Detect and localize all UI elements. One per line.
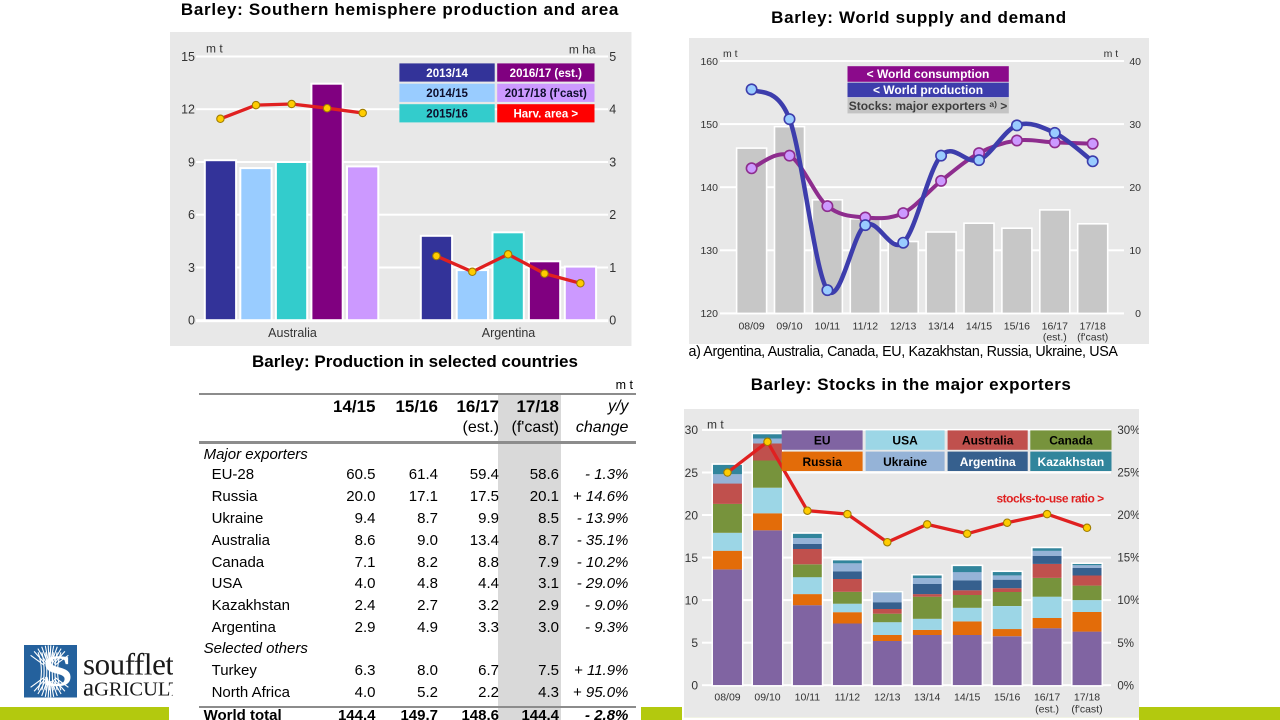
svg-text:Russia: Russia (803, 455, 843, 469)
svg-text:30: 30 (685, 423, 699, 437)
svg-text:130: 130 (700, 245, 718, 257)
svg-text:< World consumption: < World consumption (867, 67, 990, 81)
svg-text:10/11: 10/11 (815, 321, 841, 333)
svg-text:5: 5 (609, 50, 616, 64)
svg-text:10%: 10% (1117, 595, 1139, 607)
svg-text:16/17: 16/17 (1034, 692, 1060, 704)
svg-text:150: 150 (700, 119, 718, 131)
svg-text:9: 9 (188, 155, 195, 169)
svg-text:2014/15: 2014/15 (426, 88, 468, 100)
svg-text:40: 40 (1129, 56, 1141, 68)
svg-text:stocks-to-use ratio >: stocks-to-use ratio > (996, 491, 1104, 505)
svg-text:Argentina: Argentina (482, 326, 536, 340)
svg-text:(est.): (est.) (1035, 704, 1059, 716)
svg-text:S: S (42, 647, 73, 696)
svg-text:14/15: 14/15 (966, 321, 992, 333)
svg-text:10: 10 (685, 593, 699, 607)
svg-text:m t: m t (723, 48, 738, 60)
svg-text:2016/17 (est.): 2016/17 (est.) (510, 68, 582, 80)
svg-text:m t: m t (1104, 48, 1119, 60)
svg-text:09/10: 09/10 (776, 321, 802, 333)
svg-text:m ha: m ha (569, 43, 596, 57)
svg-text:Ukraine: Ukraine (883, 455, 927, 469)
svg-text:< World production: < World production (873, 83, 983, 97)
svg-text:2015/16: 2015/16 (426, 109, 468, 121)
svg-text:Australia: Australia (268, 326, 317, 340)
svg-text:11/12: 11/12 (853, 321, 879, 333)
svg-text:Argentina: Argentina (960, 455, 1016, 469)
svg-text:08/09: 08/09 (714, 692, 740, 704)
svg-text:30: 30 (1129, 119, 1141, 131)
svg-text:20: 20 (1129, 182, 1141, 194)
svg-text:5: 5 (691, 636, 698, 650)
svg-text:USA: USA (892, 434, 918, 448)
svg-text:120: 120 (700, 308, 718, 320)
svg-text:20: 20 (685, 508, 699, 522)
svg-text:(f'cast): (f'cast) (1071, 704, 1102, 716)
svg-text:Canada: Canada (1049, 434, 1093, 448)
svg-text:17/18: 17/18 (1080, 321, 1106, 333)
svg-text:15/16: 15/16 (994, 692, 1020, 704)
svg-text:08/09: 08/09 (738, 321, 764, 333)
svg-text:12: 12 (181, 103, 195, 117)
svg-text:16/17: 16/17 (1042, 321, 1068, 333)
svg-text:30%: 30% (1117, 425, 1139, 437)
svg-text:4: 4 (609, 103, 616, 117)
svg-text:m t: m t (707, 417, 724, 431)
svg-text:EU: EU (814, 434, 831, 448)
svg-text:0: 0 (1135, 308, 1141, 320)
svg-text:2: 2 (609, 208, 616, 222)
svg-text:15: 15 (685, 551, 699, 565)
svg-text:6: 6 (188, 208, 195, 222)
svg-text:15/16: 15/16 (1004, 321, 1030, 333)
svg-text:aGRICULTURE: aGRICULTURE (83, 675, 173, 702)
svg-text:Harv. area >: Harv. area > (513, 109, 578, 121)
svg-text:25: 25 (685, 466, 699, 480)
svg-text:2013/14: 2013/14 (426, 68, 468, 80)
svg-text:15: 15 (181, 50, 195, 64)
svg-text:12/13: 12/13 (890, 321, 916, 333)
svg-text:11/12: 11/12 (835, 692, 861, 704)
svg-text:Kazakhstan: Kazakhstan (1038, 455, 1105, 469)
svg-text:10/11: 10/11 (795, 692, 821, 704)
svg-text:15%: 15% (1117, 553, 1139, 565)
svg-text:2017/18 (f'cast): 2017/18 (f'cast) (505, 88, 587, 100)
svg-text:3: 3 (609, 155, 616, 169)
svg-text:0: 0 (188, 314, 195, 328)
svg-text:13/14: 13/14 (914, 692, 940, 704)
svg-text:m t: m t (206, 42, 223, 56)
svg-text:0: 0 (691, 679, 698, 693)
svg-text:25%: 25% (1117, 468, 1139, 480)
svg-text:20%: 20% (1117, 510, 1139, 522)
svg-text:14/15: 14/15 (954, 692, 980, 704)
svg-text:0: 0 (609, 314, 616, 328)
svg-text:5%: 5% (1117, 638, 1134, 650)
svg-text:soufflet: soufflet (83, 647, 173, 682)
svg-text:Stocks: major exporters a) >: Stocks: major exporters a) > (849, 99, 1008, 113)
svg-text:160: 160 (700, 56, 718, 68)
svg-text:140: 140 (700, 182, 718, 194)
svg-text:17/18: 17/18 (1074, 692, 1100, 704)
svg-text:(f'cast): (f'cast) (1077, 332, 1108, 344)
svg-text:10: 10 (1129, 245, 1141, 257)
svg-text:3: 3 (188, 261, 195, 275)
svg-text:13/14: 13/14 (928, 321, 954, 333)
svg-text:Australia: Australia (962, 434, 1014, 448)
svg-text:1: 1 (609, 261, 616, 275)
svg-text:12/13: 12/13 (874, 692, 900, 704)
svg-text:(est.): (est.) (1043, 332, 1067, 344)
svg-text:0%: 0% (1117, 680, 1134, 692)
svg-text:09/10: 09/10 (754, 692, 780, 704)
